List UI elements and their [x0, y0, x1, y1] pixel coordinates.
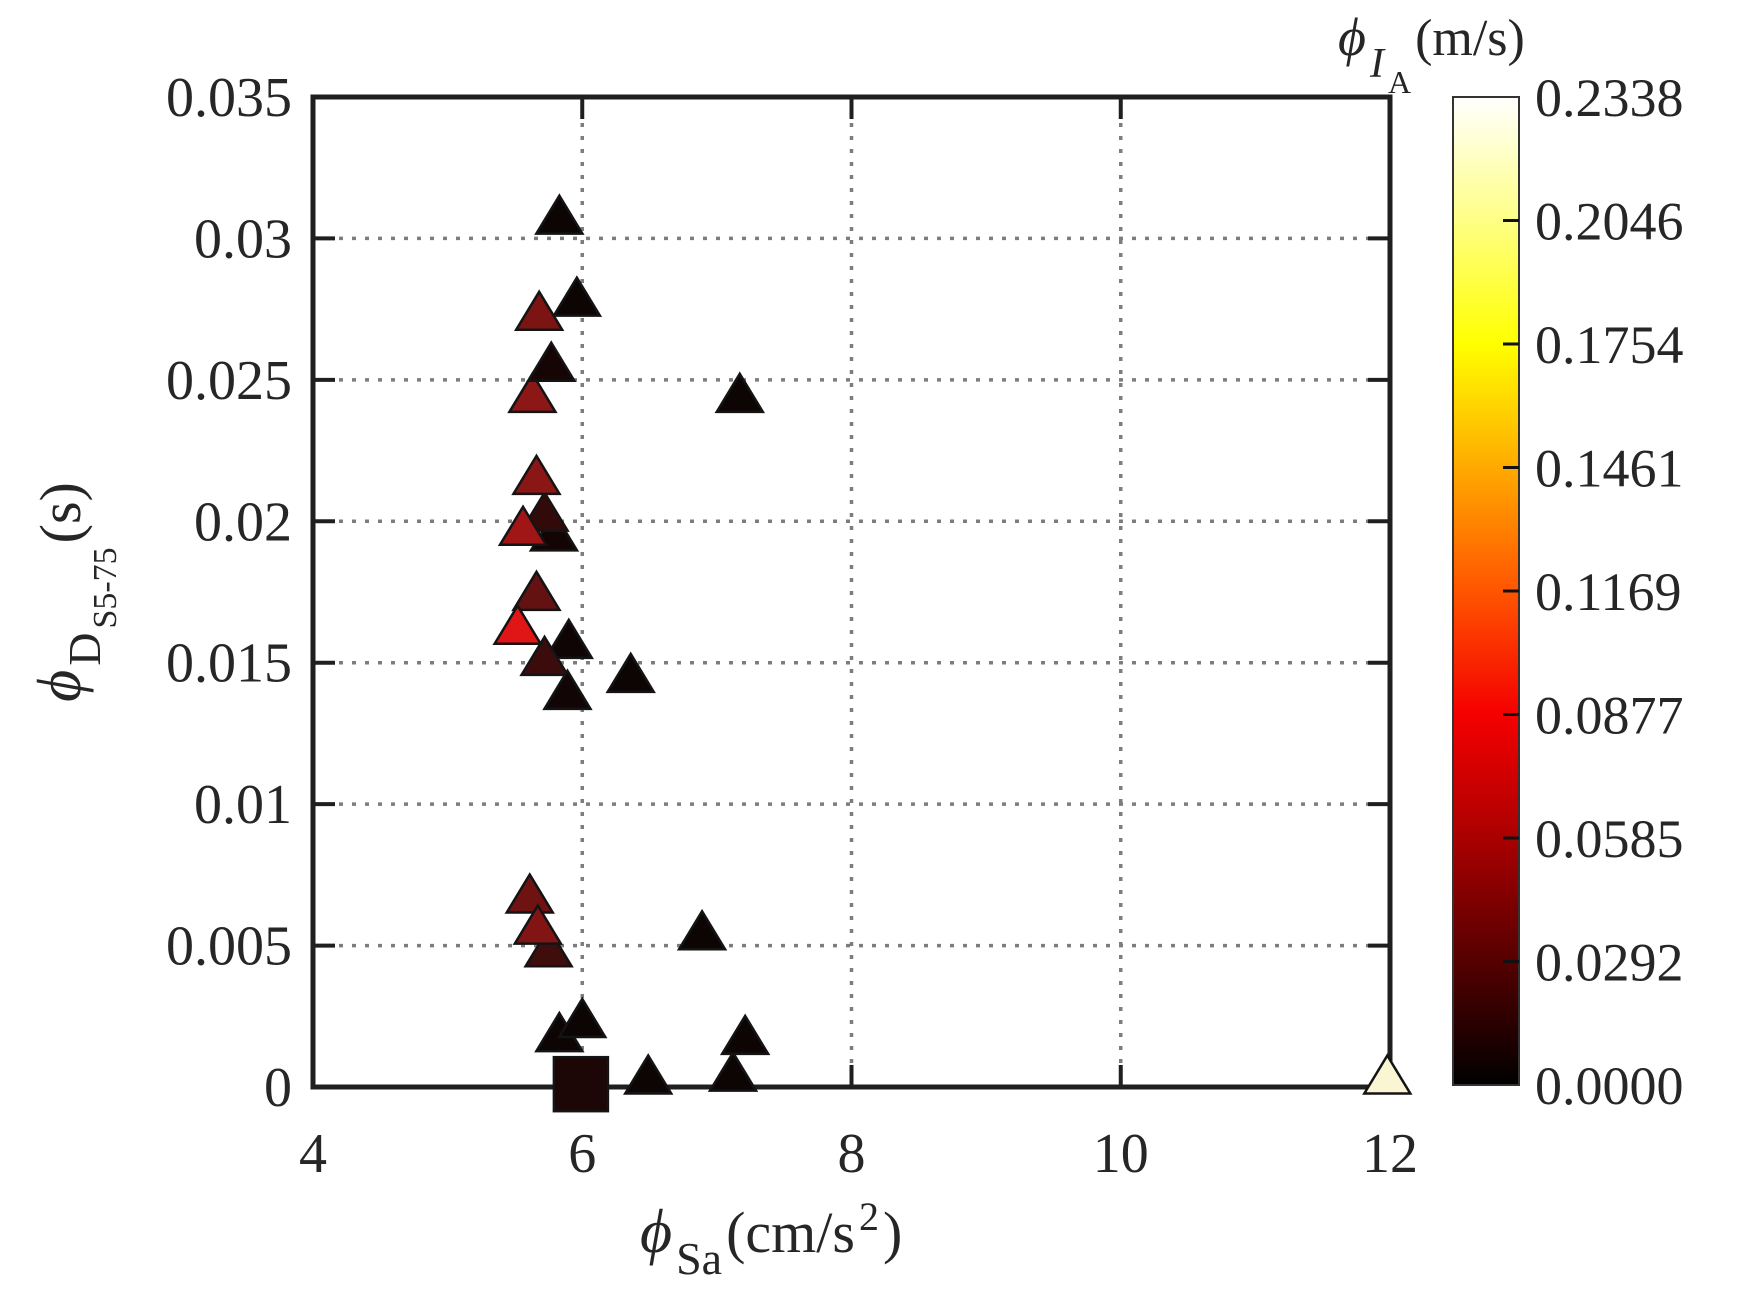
data-point-triangle: [507, 371, 558, 414]
colorbar-title: ϕ I A (m/s): [1338, 7, 1525, 100]
y-tick-label: 0.015: [166, 633, 292, 695]
data-point-triangle: [492, 603, 543, 646]
data-point-triangle: [542, 668, 593, 711]
data-point-triangle: [707, 1050, 759, 1092]
colorbar-tick-label: 0.0585: [1535, 809, 1684, 869]
colorbar-tick-label: 0.1169: [1535, 562, 1682, 622]
data-point-triangle: [504, 872, 555, 914]
data-point-triangle: [543, 617, 595, 660]
colorbar-tick-label: 0.0000: [1535, 1056, 1684, 1116]
colorbar-subscript: I: [1369, 41, 1386, 87]
x-tick-label: 10: [1093, 1123, 1149, 1185]
tick-label-layer: 4 6 8 10 12 0 0.005 0.01 0.015 0.02 0.025 0.03 0.035: [166, 67, 1418, 1185]
x-tick-label: 4: [299, 1123, 327, 1185]
colorbar-tick-label: 0.0292: [1535, 933, 1684, 993]
colorbar-tick-label: 0.1754: [1535, 315, 1684, 375]
data-points-layer: [492, 193, 1413, 1113]
y-axis-subsubscript: S5-75: [87, 547, 124, 628]
colorbar-subsubscript: A: [1388, 64, 1411, 100]
x-tick-label: 12: [1362, 1123, 1418, 1185]
y-tick-label: 0: [264, 1057, 292, 1119]
colorbar-tick-label: 0.1461: [1535, 439, 1684, 499]
y-tick-label: 0.01: [194, 774, 292, 836]
data-point-triangle: [513, 289, 565, 332]
x-axis-unit-prefix: (cm/s: [726, 1200, 855, 1265]
grid-layer: [313, 97, 1390, 1087]
y-tick-label: 0.005: [166, 916, 292, 978]
data-point-triangle: [534, 193, 585, 235]
y-axis-label: ϕ D S5-75 (s): [26, 482, 124, 702]
x-tick-label: 8: [838, 1123, 866, 1185]
colorbar-tick-label: 0.0877: [1535, 686, 1684, 746]
data-point-triangle: [523, 925, 574, 968]
data-point-triangle: [512, 903, 564, 945]
y-axis-unit: (s): [28, 482, 93, 543]
data-point-triangle: [676, 908, 728, 951]
x-axis-unit-suffix: ): [883, 1200, 902, 1265]
colorbar-symbol: ϕ: [1338, 7, 1366, 67]
data-point-triangle: [497, 504, 549, 547]
y-axis-subscript: D: [59, 633, 110, 666]
x-axis-superscript: 2: [859, 1194, 879, 1239]
data-point-triangle: [551, 275, 603, 317]
data-point-triangle: [557, 996, 608, 1039]
y-tick-label: 0.025: [166, 350, 292, 412]
y-tick-label: 0.03: [194, 208, 292, 270]
y-tick-label: 0.035: [166, 67, 292, 129]
colorbar-unit: (m/s): [1415, 10, 1525, 67]
data-point-triangle: [1362, 1053, 1413, 1095]
x-tick-label: 6: [568, 1123, 596, 1185]
data-point-square: [552, 1055, 610, 1113]
y-tick-label: 0.02: [194, 491, 292, 553]
data-point-triangle: [511, 453, 562, 496]
data-point-triangle: [526, 340, 577, 382]
y-axis-symbol: ϕ: [26, 670, 94, 702]
colorbar-layer: 0.2338 0.2046 0.1754 0.1461 0.1169 0.0877 0.05…: [1452, 68, 1684, 1116]
x-axis-label: ϕ Sa (cm/s 2 ): [640, 1194, 902, 1284]
data-point-triangle: [605, 651, 656, 694]
colorbar-tick-label: 0.2046: [1535, 192, 1684, 252]
data-point-triangle: [511, 569, 562, 612]
data-point-triangle: [519, 634, 570, 677]
colorbar-tick-label: 0.2338: [1535, 68, 1684, 128]
data-point-triangle: [622, 1053, 674, 1095]
data-point-triangle: [714, 371, 765, 414]
x-axis-subscript: Sa: [676, 1233, 722, 1284]
data-point-triangle: [719, 1013, 771, 1056]
x-axis-symbol: ϕ: [640, 1198, 672, 1266]
